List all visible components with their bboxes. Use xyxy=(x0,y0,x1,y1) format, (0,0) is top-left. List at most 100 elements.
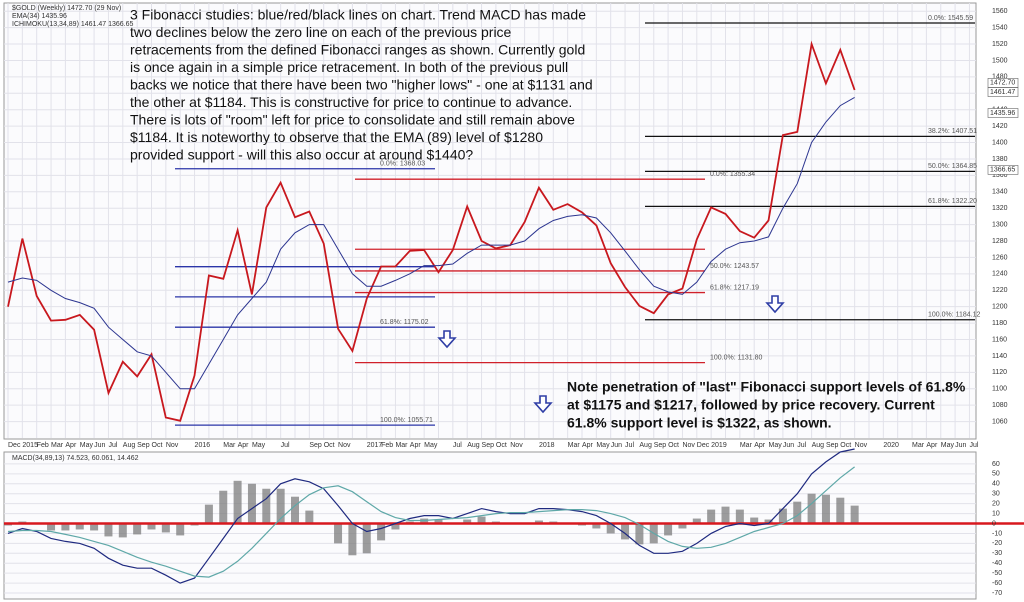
legend-entry: $GOLD (Weekly) 1472.70 (29 Nov) xyxy=(12,5,121,12)
ema-line xyxy=(7,96,855,390)
x-tick-label: Mar xyxy=(51,442,64,449)
x-tick-label: Apr xyxy=(926,442,938,449)
y-tick-label: 50 xyxy=(992,471,1000,478)
x-tick-label: Mar xyxy=(912,442,925,449)
histogram-bar xyxy=(362,523,371,554)
x-tick-label: Mar xyxy=(395,442,408,449)
y-tick-label: -10 xyxy=(992,530,1002,537)
x-tick-label: Jul xyxy=(453,442,462,449)
histogram-bar xyxy=(692,518,701,524)
annotation-line: There is lots of "room" left for price t… xyxy=(130,112,575,128)
histogram-bar xyxy=(721,506,730,524)
histogram-bar xyxy=(133,523,142,535)
histogram-bar xyxy=(176,523,185,536)
y-tick-label: 1260 xyxy=(992,254,1008,261)
histogram-bar xyxy=(391,523,400,530)
annotation-line: two declines below the zero line on each… xyxy=(130,24,512,40)
histogram-bar xyxy=(118,523,127,538)
x-tick-label: Sep xyxy=(654,442,667,449)
fibonacci-label: 100.0%: 1131.80 xyxy=(710,354,763,361)
x-tick-label: May xyxy=(941,442,955,449)
histogram-bar xyxy=(807,493,816,524)
histogram-bar xyxy=(592,523,601,529)
annotation-line: 3 Fibonacci studies: blue/red/black line… xyxy=(130,7,586,23)
note-line: Note penetration of "last" Fibonacci sup… xyxy=(567,379,966,395)
y-tick-label: 20 xyxy=(992,500,1000,507)
y-tick-label: 60 xyxy=(992,461,1000,468)
y-tick-label: 40 xyxy=(992,481,1000,488)
fibonacci-label: 100.0%: 1184.12 xyxy=(928,312,981,319)
price-flag-box xyxy=(987,165,1019,175)
histogram-bar xyxy=(47,523,56,531)
y-tick-label: 1340 xyxy=(992,189,1008,196)
histogram-bar xyxy=(707,509,716,524)
histogram-bar xyxy=(334,523,343,544)
histogram-bar xyxy=(621,523,630,540)
fibonacci-label: 50.0%: 1364.85 xyxy=(928,163,977,170)
x-tick-label: Aug xyxy=(812,442,825,449)
x-tick-label: Apr xyxy=(238,442,250,449)
x-tick-label: Dec 2015 xyxy=(8,442,38,449)
histogram-bar xyxy=(463,519,472,524)
y-tick-label: 1420 xyxy=(992,123,1008,130)
fibonacci-label: 61.8%: 1217.19 xyxy=(710,284,759,291)
x-tick-label: Apr xyxy=(582,442,594,449)
x-tick-label: Sep xyxy=(482,442,495,449)
x-tick-label: Nov xyxy=(855,442,868,449)
histogram-bar xyxy=(61,523,70,531)
note-line: at $1175 and $1217, followed by price re… xyxy=(567,397,935,413)
x-tick-label: Nov xyxy=(338,442,351,449)
y-tick-label: 1140 xyxy=(992,353,1007,360)
histogram-bar xyxy=(850,505,859,524)
histogram-bar xyxy=(147,523,156,530)
legend-note: ICHIMOKU(13,34,89) 1461.47 1366.65 xyxy=(12,21,134,28)
annotation-line: retracements from the defined Fibonacci … xyxy=(130,42,585,58)
y-tick-label: 30 xyxy=(992,491,1000,498)
x-tick-label: May xyxy=(252,442,266,449)
histogram-bar xyxy=(534,520,543,524)
macd-legend: MACD(34,89,13) 74.523, 60.061, 14.462 xyxy=(12,455,139,462)
histogram-bar xyxy=(821,494,830,524)
histogram-bar xyxy=(247,483,256,524)
x-tick-label: Nov xyxy=(166,442,179,449)
price-flag: 1435.96 xyxy=(990,110,1015,117)
fibonacci-label: 0.0%: 1355.34 xyxy=(710,171,755,178)
y-tick-label: 1080 xyxy=(992,402,1008,409)
y-tick-label: 1200 xyxy=(992,304,1008,311)
histogram-bar xyxy=(606,523,615,534)
histogram-bar xyxy=(735,509,744,524)
y-tick-label: -70 xyxy=(992,590,1002,597)
histogram-bar xyxy=(161,523,170,533)
x-tick-label: Nov xyxy=(510,442,523,449)
histogram-bar xyxy=(305,510,314,524)
histogram-bar xyxy=(219,490,228,524)
annotation-line: $1184. It is noteworthy to observe that … xyxy=(130,129,543,145)
histogram-bar xyxy=(635,523,644,545)
histogram-bar xyxy=(262,488,271,524)
y-tick-label: 1360 xyxy=(992,172,1008,179)
note-line: 61.8% support level is $1322, as shown. xyxy=(567,415,832,431)
fibonacci-label: 61.8%: 1322.20 xyxy=(928,198,977,205)
histogram-bar xyxy=(377,523,386,541)
x-tick-label: Jun xyxy=(94,442,105,449)
histogram-bar xyxy=(764,519,773,524)
x-tick-label: Feb xyxy=(37,442,49,449)
fibonacci-label: 0.0%: 1545.59 xyxy=(928,15,973,22)
price-flag-box xyxy=(987,108,1019,118)
price-flag-box xyxy=(987,87,1019,97)
x-tick-label: 2019 xyxy=(711,442,727,449)
x-tick-label: Apr xyxy=(410,442,422,449)
x-tick-label: Nov xyxy=(682,442,695,449)
y-tick-label: 1400 xyxy=(992,139,1008,146)
histogram-bar xyxy=(75,523,84,530)
x-tick-label: May xyxy=(769,442,783,449)
x-tick-label: Aug xyxy=(123,442,136,449)
down-arrow xyxy=(533,395,553,414)
x-tick-label: Jul xyxy=(625,442,634,449)
y-tick-label: 1240 xyxy=(992,271,1008,278)
annotation-line: backs we notice that there have been two… xyxy=(130,77,593,93)
down-arrow xyxy=(437,330,457,349)
histogram-bar xyxy=(836,497,845,524)
arrows xyxy=(437,295,785,414)
